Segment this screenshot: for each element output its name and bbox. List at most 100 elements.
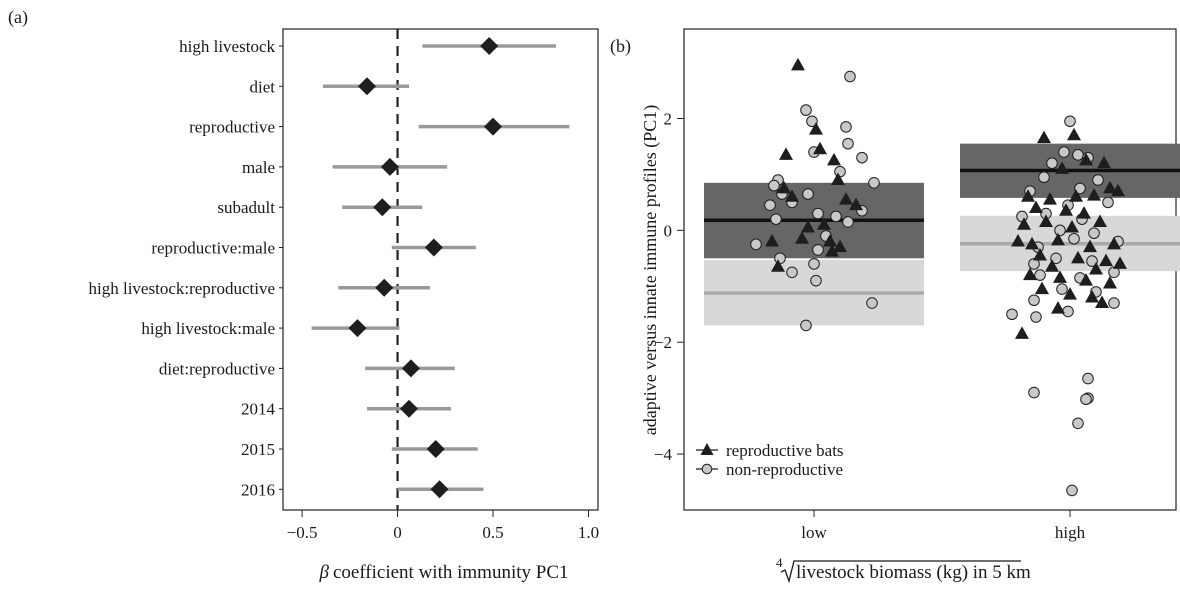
nonreproductive-point [1088,227,1100,239]
coef-row: high livestock [179,37,556,56]
nonreproductive-point [1092,174,1104,186]
reproductive-point [1063,287,1077,300]
coefficient-marker [480,37,499,55]
reproductive-point [795,231,809,244]
coefficient-panel: (a) high livestock diet reproductive male su… [8,7,599,583]
reproductive-point [1079,273,1093,286]
reproductive-point [817,217,831,230]
immune-y-axis: −4 −2 0 2 [654,109,684,464]
reproductive-point [1051,301,1065,314]
summary-bands [704,143,1180,326]
nonreproductive-point [1074,182,1086,195]
immune-y-axis-label: adaptive versus innate immune profiles (… [640,105,661,435]
coef-row: 2015 [241,440,478,459]
coef-row-label: reproductive:male [151,239,275,258]
nonreproductive-point [786,266,798,279]
reproductive-point [1023,267,1037,281]
y-tick-label: −2 [654,333,672,352]
nonreproductive-point [1102,196,1114,209]
x-tick-label: low [801,523,827,542]
reproductive-point [833,239,847,253]
reproductive-point [1111,183,1125,197]
reproductive-point [777,180,791,194]
coefficient-marker [348,319,367,338]
nonreproductive-point [844,70,856,83]
nonreproductive-point [1072,417,1084,430]
coef-row-label: male [242,158,275,177]
nonreproductive-point [842,216,854,228]
coefficient-marker [484,117,502,136]
nonreproductive-point [1058,146,1070,158]
reproductive-point [1053,270,1067,283]
y-tick-label: −4 [654,445,673,464]
y-tick-label: 0 [664,221,673,240]
coef-row: diet [250,77,409,96]
coef-row-label: subadult [217,198,275,217]
nonreproductive-point [802,188,814,200]
radical-sign [780,560,1021,584]
x-tick-label: 1.0 [578,523,599,542]
reproductive-point [1089,262,1103,275]
coef-row-label: high livestock:male [141,319,275,338]
legend-item: reproductive bats [696,441,844,460]
nonreproductive-point [830,210,842,223]
reproductive-point [823,234,837,247]
reproductive-point [1095,295,1109,309]
bat-points [750,57,1127,497]
reproductive-point [1029,200,1043,213]
nonreproductive-point [868,177,880,189]
reproductive-point [1069,189,1083,202]
coefficient-marker [424,238,443,257]
nonreproductive-point [842,137,854,150]
coef-row-label: 2014 [241,400,276,419]
coef-row-label: reproductive [189,118,275,137]
coef-row: reproductive [189,117,570,137]
reproductive-point [785,189,799,202]
coef-row: diet:reproductive [159,359,455,378]
reproductive-point [1071,250,1085,264]
nonreproductive-point [1068,232,1080,245]
nonreproductive-point [1028,294,1040,307]
nonreproductive-point [1086,255,1098,267]
nonreproductive-point [1062,305,1074,318]
nonreproductive-point [1082,372,1094,385]
reproductive-point [771,259,785,272]
nonreproductive-point [768,179,780,192]
nonreproductive-point [1046,157,1058,170]
coefficient-marker [373,198,392,217]
coefficient-marker [400,399,418,418]
coef-row: subadult [217,198,423,217]
nonreproductive-point [856,151,868,164]
reproductive-point [1085,289,1099,303]
coefficient-marker [375,278,394,297]
reproductive-point [1067,127,1081,141]
reproductive-point [809,122,823,135]
reproductive-point [765,234,779,247]
nonreproductive-point [1054,224,1066,237]
nonreproductive-point [810,274,822,287]
reproductive-point [1011,234,1025,247]
x-tick-label: high [1055,523,1086,542]
x-tick-label: 0 [393,523,402,542]
nonreproductive-point [840,121,852,133]
fourth-root-index: 4 [776,555,783,570]
reproductive-point [1035,281,1049,295]
reproductive-point [1015,326,1029,339]
immune-profile-panel: (b) −4 −2 0 2 low high adaptive versus innat… [610,28,1180,584]
reproductive-point [1021,189,1035,202]
reproductive-point [1079,152,1093,166]
reproductive-point [1107,236,1121,250]
legend-item: non-reproductive [696,460,843,479]
coefficient-marker [426,440,445,458]
coef-row: 2014 [241,399,451,419]
reproductive-point [1033,248,1047,261]
nonreproductive-point [812,244,824,256]
nonreproductive-point [1066,484,1078,497]
reproductive-point [1055,161,1069,174]
panel-b-label: (b) [610,36,631,57]
coef-row: high livestock:reproductive [89,278,430,298]
y-tick-label: 2 [664,109,673,128]
